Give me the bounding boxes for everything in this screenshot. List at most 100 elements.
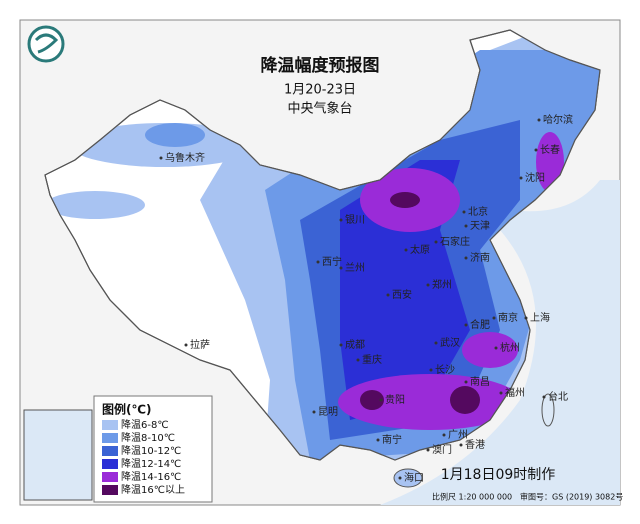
city-dot: [499, 391, 503, 395]
legend-swatch: [102, 459, 118, 469]
city-label: 太原: [410, 243, 430, 256]
city-dot: [404, 248, 408, 252]
made-time: 1月18日09时制作: [441, 467, 556, 483]
city-dot: [494, 346, 498, 350]
cooling-zone: [462, 332, 518, 368]
city-label: 南宁: [382, 433, 402, 446]
city-dot: [442, 433, 446, 437]
city-dot: [462, 210, 466, 214]
city-dot: [312, 410, 316, 414]
city-label: 长沙: [435, 364, 455, 376]
city-label: 西安: [392, 288, 412, 301]
city-dot: [434, 240, 438, 244]
hainan: [393, 468, 423, 488]
legend-label: 降温12-14℃: [121, 457, 181, 470]
sea: [380, 180, 620, 505]
city-dot: [464, 380, 468, 384]
city-dot: [524, 316, 528, 320]
city-label: 南京: [498, 311, 518, 324]
city-label: 西宁: [322, 255, 342, 268]
legend-label: 降温16℃以上: [121, 483, 185, 496]
city-label: 哈尔滨: [543, 113, 573, 126]
legend-swatch: [102, 433, 118, 443]
cooling-zone: [390, 192, 420, 208]
city-label: 杭州: [500, 341, 520, 354]
city-dot: [534, 148, 538, 152]
city-label: 澳门: [432, 443, 452, 456]
city-label: 银川: [345, 213, 365, 226]
city-label: 台北: [548, 390, 568, 403]
cooling-zone: [360, 390, 384, 410]
city-dot: [398, 476, 402, 480]
city-dot: [519, 176, 523, 180]
city-label: 香港: [465, 439, 485, 451]
city-label: 上海: [530, 311, 550, 324]
city-label: 重庆: [362, 353, 382, 366]
cooling-zone: [145, 123, 205, 147]
city-label: 武汉: [440, 336, 460, 349]
city-dot: [537, 118, 541, 122]
city-dot: [356, 358, 360, 362]
legend-title: 图例(℃): [102, 402, 152, 417]
city-label: 合肥: [470, 318, 490, 331]
city-label: 乌鲁木齐: [165, 151, 205, 164]
approval: 审图号：GS (2019) 3082号: [520, 492, 623, 502]
city-label: 北京: [468, 205, 488, 218]
city-dot: [184, 343, 188, 347]
city-label: 成都: [345, 339, 365, 351]
city-dot: [426, 283, 430, 287]
city-label: 石家庄: [440, 235, 470, 248]
city-label: 长春: [540, 144, 560, 156]
city-label: 济南: [470, 251, 490, 264]
city-dot: [376, 438, 380, 442]
china-border: [44, 29, 601, 461]
city-dot: [492, 316, 496, 320]
taiwan: [541, 393, 555, 427]
city-dot: [434, 341, 438, 345]
city-dot: [542, 395, 546, 399]
city-label: 海口: [404, 471, 424, 484]
legend-label: 降温6-8℃: [121, 418, 169, 431]
city-dot: [339, 343, 343, 347]
city-label: 广州: [448, 429, 468, 441]
city-dot: [159, 156, 163, 160]
city-dot: [464, 323, 468, 327]
city-label: 贵阳: [385, 393, 405, 406]
city-dot: [426, 448, 430, 452]
legend-label: 降温8-10℃: [121, 431, 175, 444]
legend-swatch: [102, 485, 118, 495]
legend-swatch: [102, 472, 118, 482]
issuer: 中央气象台: [287, 101, 352, 117]
logo: [27, 25, 65, 63]
date: 1月20-23日: [284, 83, 356, 98]
city-dot: [339, 218, 343, 222]
cooling-zone: [45, 191, 145, 219]
city-label: 天津: [470, 220, 490, 232]
legend: 降温6-8℃降温8-10℃降温10-12℃降温12-14℃降温14-16℃降温1…: [102, 418, 185, 496]
cooling-zone: [536, 132, 564, 192]
logo-mark: [34, 33, 59, 54]
scale: 比例尺 1:20 000 000: [432, 492, 512, 502]
city-label: 福州: [505, 386, 525, 399]
city-dot: [379, 398, 383, 402]
south-sea-inset: [23, 409, 93, 501]
city-dot: [459, 443, 463, 447]
city-dot: [386, 293, 390, 297]
title: 降温幅度预报图: [261, 55, 380, 76]
cooling-zone: [450, 386, 480, 414]
city-label: 南昌: [470, 375, 490, 388]
city-dot: [429, 368, 433, 372]
city-dot: [464, 224, 468, 228]
legend-label: 降温14-16℃: [121, 470, 181, 483]
city-label: 兰州: [345, 261, 365, 274]
city-label: 沈阳: [525, 171, 545, 184]
legend-swatch: [102, 446, 118, 456]
city-dot: [316, 260, 320, 264]
legend-label: 降温10-12℃: [121, 444, 181, 457]
city-label: 郑州: [432, 278, 452, 291]
cooling-zone: [338, 374, 522, 430]
legend-swatch: [102, 420, 118, 430]
